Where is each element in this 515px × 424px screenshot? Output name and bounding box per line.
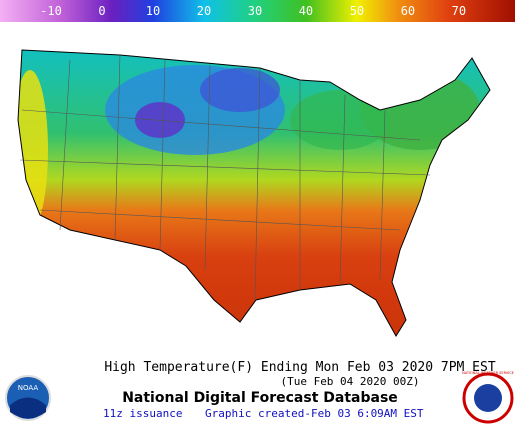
color-bar-tick-label: 40 <box>299 4 313 18</box>
database-name: National Digital Forecast Database <box>122 390 398 406</box>
nws-logo: NATIONAL WEATHER SERVICE <box>462 371 514 424</box>
map-subtitle: (Tue Feb 04 2020 00Z) <box>280 375 419 388</box>
color-bar-tick-label: 70 <box>452 4 466 18</box>
color-bar-tick-label: 10 <box>146 4 160 18</box>
color-bar-tick-label: 30 <box>248 4 262 18</box>
nws-text: NATIONAL WEATHER SERVICE <box>462 371 514 375</box>
created-time: Graphic created-Feb 03 6:09AM EST <box>205 407 424 420</box>
color-bar-tick-label: 20 <box>197 4 211 18</box>
color-bar-tick-label: 60 <box>401 4 415 18</box>
issuance: 11z issuance <box>103 407 182 420</box>
color-bar-tick-label: 50 <box>350 4 364 18</box>
color-bar-tick-label: 0 <box>98 4 105 18</box>
noaa-logo: NOAA <box>5 375 51 421</box>
state-lines <box>19 54 431 301</box>
color-bar-tick-label: -10 <box>40 4 62 18</box>
us-outline <box>17 49 491 337</box>
noaa-text: NOAA <box>18 384 39 392</box>
map-title: High Temperature(F) Ending Mon Feb 03 20… <box>104 360 496 375</box>
color-bar <box>0 0 515 22</box>
